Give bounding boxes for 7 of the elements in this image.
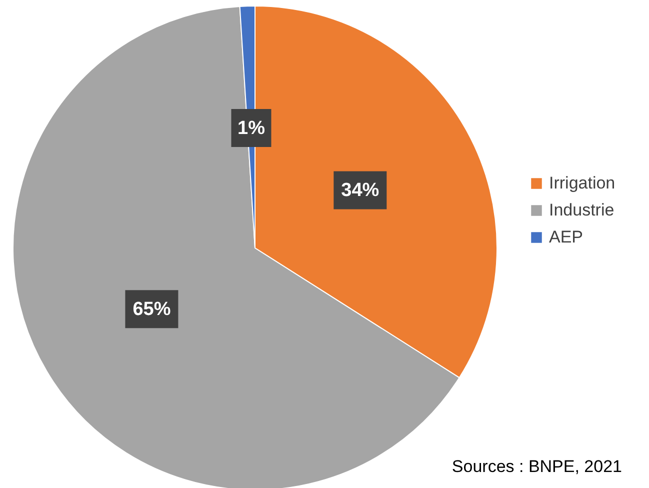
source-note: Sources : BNPE, 2021 (452, 457, 622, 476)
legend-label: Irrigation (549, 174, 616, 192)
data-label: 34% (341, 180, 380, 202)
data-label: 65% (132, 299, 171, 320)
data-label: 1% (237, 118, 266, 140)
legend-label: Industrie (549, 200, 614, 220)
legend-label: AEP (549, 228, 584, 246)
